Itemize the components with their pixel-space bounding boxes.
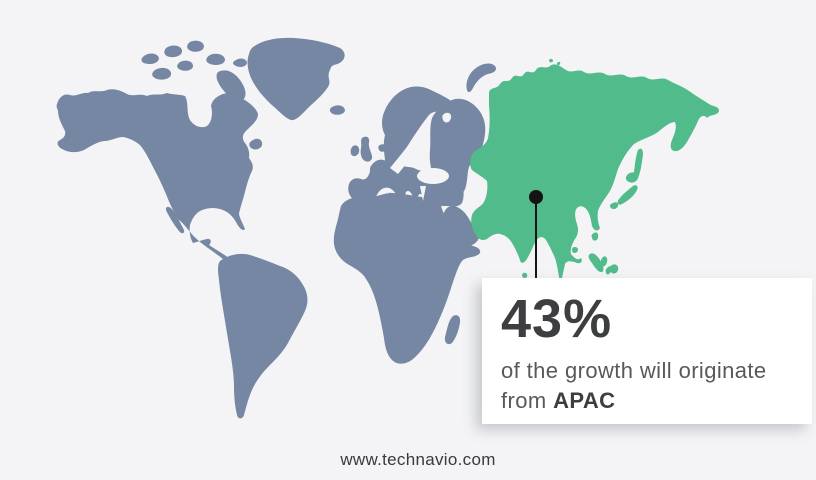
- philippines-shape: [600, 256, 608, 267]
- scandinavia-shape: [382, 86, 453, 166]
- hainan-shape: [572, 247, 579, 254]
- marker-dot: [529, 190, 543, 204]
- arctic-island-shape: [152, 67, 172, 80]
- arctic-island-shape: [187, 40, 204, 52]
- sumatra-shape: [588, 253, 604, 273]
- borneo-shape: [609, 264, 619, 274]
- arctic-islet-shape: [557, 61, 561, 66]
- white-sea-shape: [442, 112, 452, 123]
- aegean-sea-shape: [420, 186, 426, 201]
- website-url: www.technavio.com: [340, 450, 496, 469]
- sri-lanka-shape: [522, 272, 528, 279]
- ireland-shape: [350, 145, 360, 157]
- honshu-shape: [617, 185, 638, 205]
- greenland-shape: [247, 37, 345, 121]
- sea-overlays: [390, 112, 452, 201]
- kyushu-shape: [609, 202, 619, 210]
- taiwan-shape: [591, 232, 599, 241]
- africa-shape: [333, 193, 481, 364]
- europe-mainland-shape: [348, 159, 464, 207]
- base-continents: [56, 37, 497, 419]
- madagascar-shape: [444, 315, 461, 345]
- asia-mainland-shape: [470, 64, 719, 280]
- stat-value: 43%: [501, 289, 613, 349]
- north-america-shape: [56, 89, 258, 270]
- arctic-island-shape: [164, 45, 183, 58]
- south-america-shape: [218, 253, 308, 419]
- baja-california-shape: [165, 206, 185, 234]
- black-sea-shape: [417, 168, 449, 184]
- arctic-island-shape: [177, 60, 193, 71]
- iceland-shape: [329, 105, 345, 115]
- stat-line2-prefix: from: [501, 388, 547, 414]
- newfoundland-shape: [249, 138, 263, 150]
- arctic-island-shape: [141, 53, 159, 64]
- hokkaido-shape: [625, 172, 638, 183]
- baltic-sea-shape: [390, 136, 424, 174]
- stat-line1: of the growth will originate: [501, 358, 767, 384]
- uk-shape: [360, 136, 373, 162]
- arctic-islet-shape: [549, 58, 553, 63]
- baffin-island-shape: [216, 70, 246, 102]
- arctic-island-shape: [233, 58, 247, 67]
- apac-marker: [529, 190, 543, 284]
- novaya-zemlya-shape: [466, 63, 497, 93]
- stat-region: APAC: [553, 388, 616, 414]
- stat-card: 43% of the growth will originate from AP…: [482, 278, 812, 424]
- denmark-shape: [378, 144, 387, 152]
- stat-description: of the growth will originate from APAC: [501, 356, 812, 416]
- arabia-shape: [443, 205, 479, 249]
- apac-region: [470, 58, 719, 280]
- arctic-island-shape: [206, 53, 225, 65]
